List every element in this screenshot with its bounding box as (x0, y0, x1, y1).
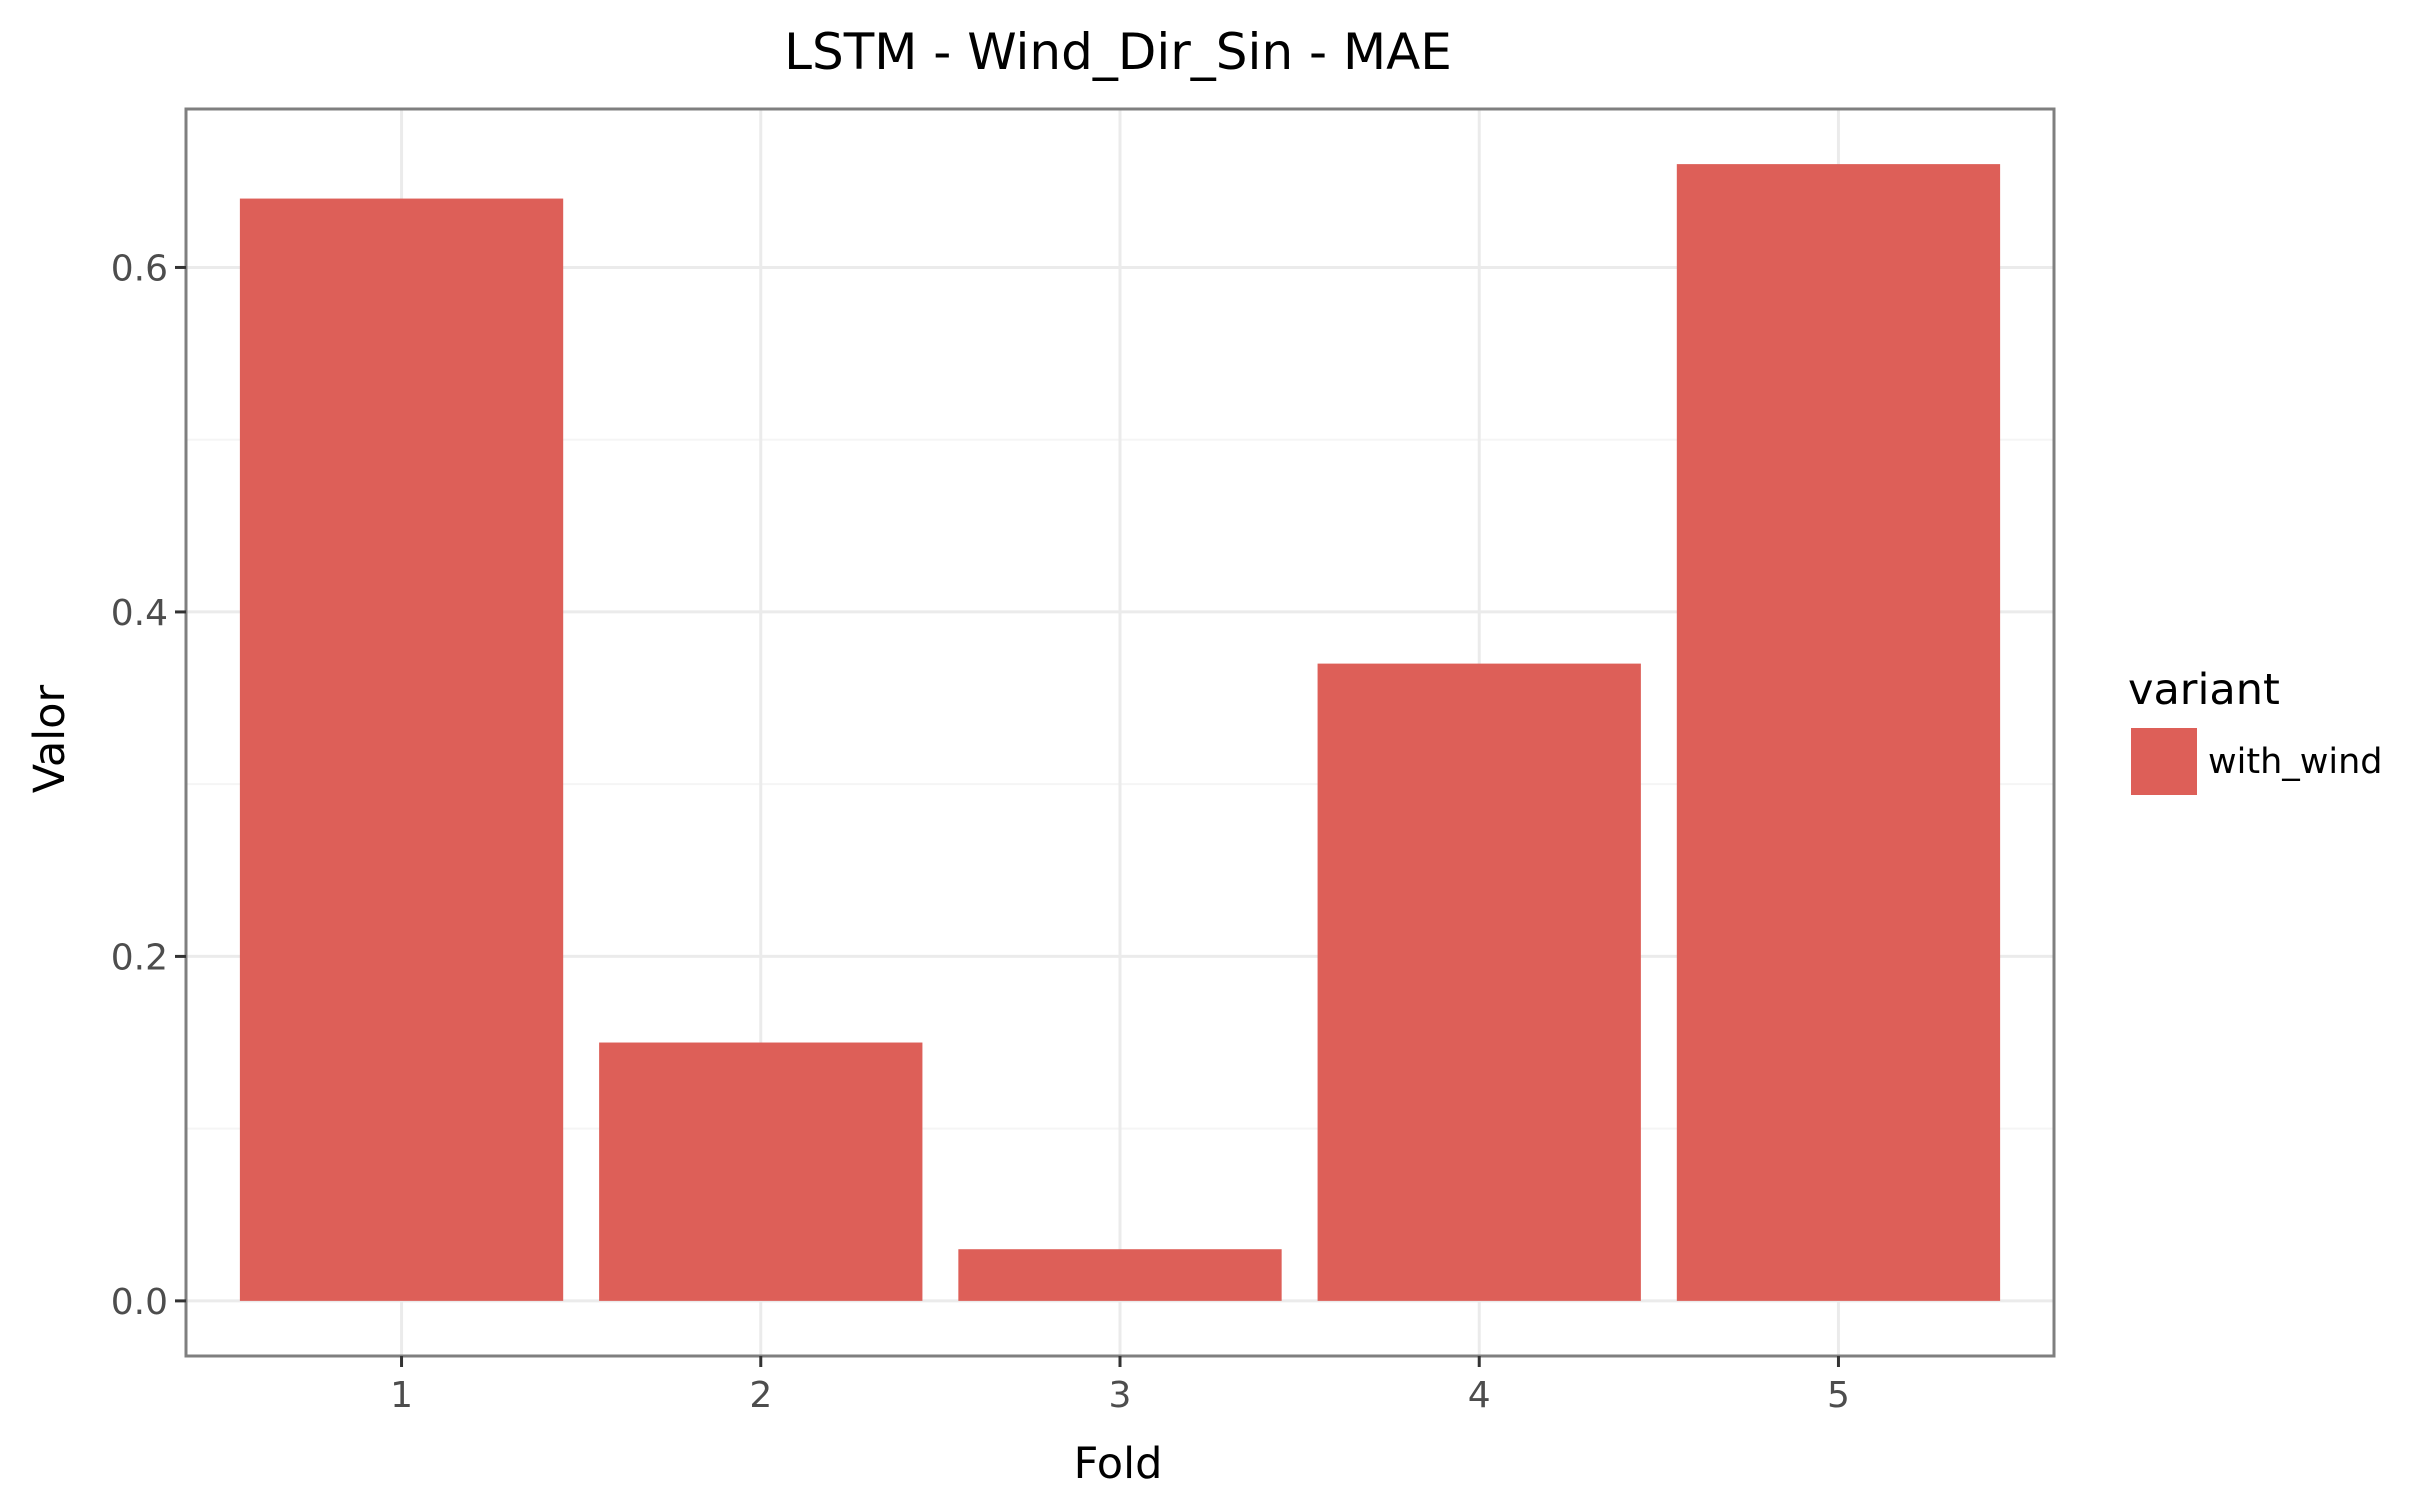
bar-fold-2 (599, 1042, 923, 1301)
x-axis: 1 2 3 4 5 (390, 1356, 1850, 1416)
chart-title: LSTM - Wind_Dir_Sin - MAE (784, 23, 1452, 81)
legend-swatch-with-wind (2131, 728, 2197, 795)
y-axis: 0.0 0.2 0.4 0.6 (111, 248, 186, 1323)
legend: variant with_wind (2128, 665, 2383, 795)
bar-fold-3 (958, 1249, 1282, 1301)
x-tick-label: 1 (390, 1375, 413, 1416)
y-tick-label: 0.0 (111, 1282, 168, 1323)
x-tick-label: 3 (1109, 1375, 1132, 1416)
legend-label-with-wind: with_wind (2208, 742, 2383, 782)
x-axis-title: Fold (1074, 1439, 1163, 1489)
y-axis-title: Valor (25, 685, 75, 794)
x-tick-label: 2 (749, 1375, 772, 1416)
x-tick-label: 4 (1468, 1375, 1491, 1416)
y-tick-label: 0.2 (111, 937, 168, 978)
y-tick-label: 0.6 (111, 248, 168, 289)
y-tick-label: 0.4 (111, 593, 168, 634)
bar-fold-1 (239, 198, 564, 1301)
bar-fold-5 (1676, 164, 2001, 1301)
bars (239, 164, 2001, 1301)
legend-title: variant (2128, 665, 2280, 715)
bar-fold-4 (1317, 663, 1641, 1301)
x-tick-label: 5 (1827, 1375, 1850, 1416)
